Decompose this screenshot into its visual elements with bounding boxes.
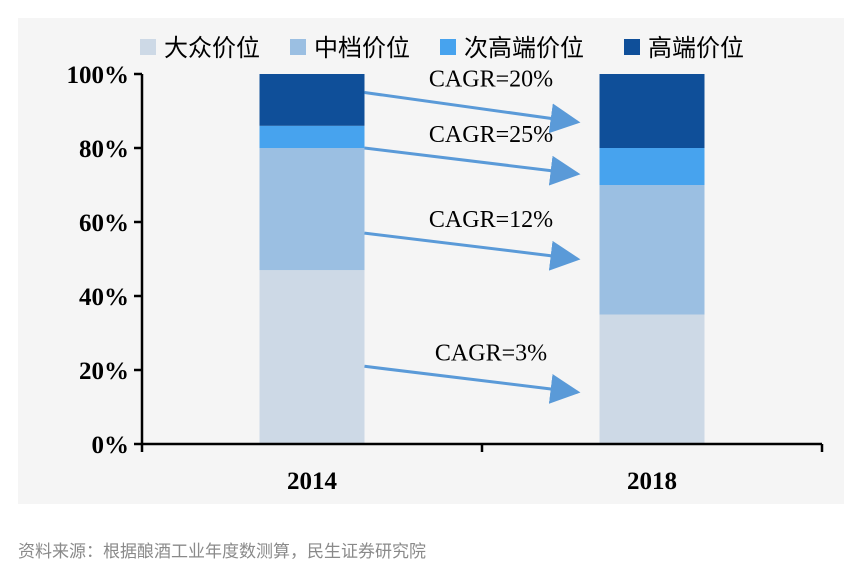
- cagr-label: CAGR=25%: [429, 122, 553, 148]
- stacked-bar-chart: 大众价位 中档价位 次高端价位 高端价位 0% 20% 40% 60% 80% 100% 2014…: [67, 34, 824, 495]
- cagr-arrow: [364, 91, 581, 134]
- x-category-label: 2018: [627, 468, 677, 495]
- bar-segment: [259, 125, 365, 148]
- legend-label: 大众价位: [164, 34, 260, 62]
- y-tick-label: 40%: [79, 284, 129, 311]
- bar-segment: [259, 74, 365, 126]
- bar-segment: [599, 148, 705, 185]
- cagr-label: CAGR=12%: [429, 207, 553, 233]
- x-category-label: 2014: [287, 468, 338, 495]
- bar-segment: [599, 314, 705, 444]
- y-tick-label: 20%: [79, 358, 129, 385]
- y-tick-label: 0%: [92, 432, 130, 459]
- cagr-arrow: [364, 231, 581, 271]
- bar-segment: [259, 270, 365, 444]
- cagr-arrow: [364, 364, 581, 404]
- cagr-label: CAGR=20%: [429, 67, 553, 93]
- chart-panel: 大众价位 中档价位 次高端价位 高端价位 0% 20% 40% 60% 80% 100% 2014…: [18, 18, 844, 504]
- legend-swatch: [624, 39, 640, 55]
- y-tick-label: 100%: [67, 62, 130, 89]
- cagr-arrow: [364, 146, 581, 186]
- legend-swatch: [290, 39, 306, 55]
- legend-label: 次高端价位: [464, 34, 584, 62]
- legend-label: 中档价位: [314, 34, 410, 62]
- legend-label: 高端价位: [648, 34, 744, 62]
- cagr-label: CAGR=3%: [435, 340, 547, 366]
- y-tick-label: 60%: [79, 210, 129, 237]
- source-note: 资料来源：根据酿酒工业年度数测算，民生证券研究院: [18, 542, 426, 562]
- bar-segment: [259, 148, 365, 271]
- y-tick-label: 80%: [79, 136, 129, 163]
- legend-swatch: [440, 39, 456, 55]
- bar-segment: [599, 185, 705, 315]
- bar-segment: [599, 74, 705, 148]
- legend-swatch: [140, 39, 156, 55]
